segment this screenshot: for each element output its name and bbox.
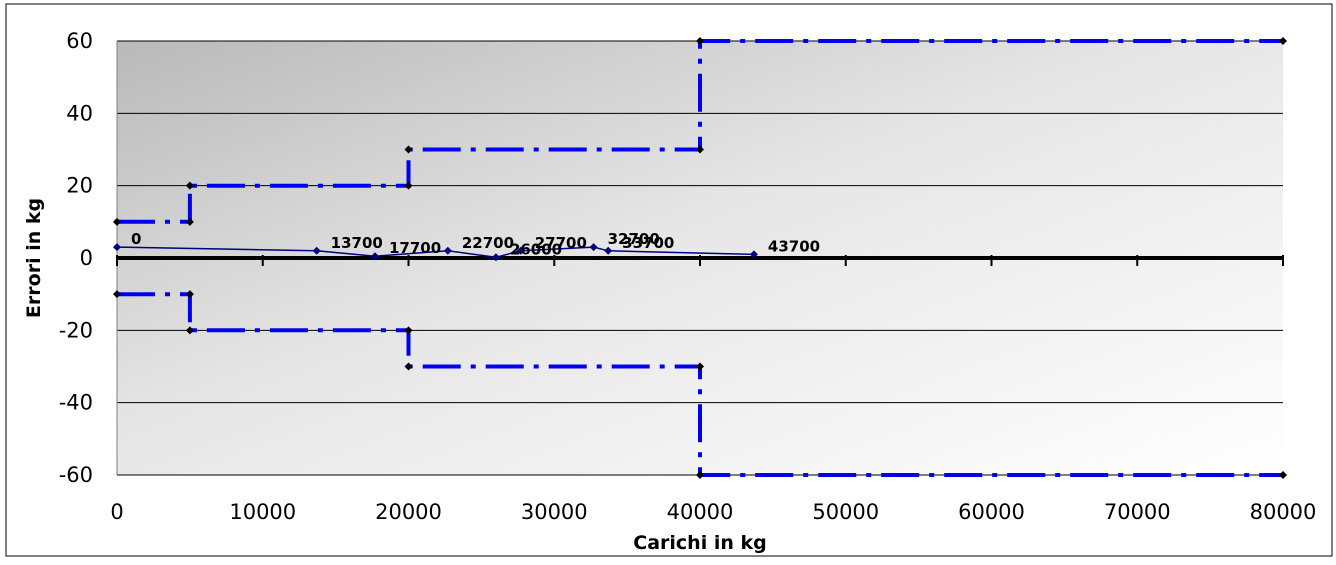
point-label: 0 — [131, 230, 141, 248]
data-point — [404, 326, 413, 335]
x-tick-label: 40000 — [667, 500, 734, 524]
data-point — [516, 246, 525, 255]
data-point — [696, 145, 704, 154]
data-point — [370, 252, 379, 261]
y-tick-label: -40 — [59, 391, 93, 415]
point-label: 26000 — [510, 240, 562, 258]
data-point — [185, 326, 194, 335]
point-label: 33700 — [622, 234, 674, 252]
data-point — [491, 253, 500, 262]
data-point — [185, 290, 194, 299]
data-point — [113, 290, 121, 299]
data-point — [604, 246, 613, 255]
y-axis-title: Errori in kg — [23, 198, 45, 318]
data-point — [589, 243, 598, 252]
data-point — [185, 217, 194, 226]
data-point — [696, 37, 704, 45]
data-point — [1279, 37, 1287, 45]
data-point — [185, 181, 194, 190]
data-point — [404, 145, 413, 154]
x-axis-title: Carichi in kg — [633, 532, 766, 554]
y-tick-label: 40 — [66, 101, 93, 125]
point-label: 22700 — [462, 234, 514, 252]
point-label: 43700 — [768, 237, 820, 255]
x-tick-label: 0 — [110, 500, 123, 524]
x-tick-label: 80000 — [1250, 500, 1317, 524]
point-label: 32700 — [608, 230, 660, 248]
point-label: 27700 — [535, 234, 587, 252]
data-point — [312, 246, 321, 255]
x-tick-label: 20000 — [375, 500, 442, 524]
x-tick-label: 70000 — [1104, 500, 1171, 524]
y-tick-label: -60 — [59, 463, 93, 487]
data-point — [113, 243, 121, 252]
x-tick-label: 60000 — [958, 500, 1025, 524]
axis-layer: 60 40 20 0 -20 -40 -60 0 10000 20000 30000 40000 500… — [59, 29, 1317, 524]
y-tick-label: 0 — [80, 246, 93, 270]
data-point — [1279, 471, 1287, 479]
series-line-1 — [117, 292, 1283, 477]
data-point — [749, 250, 758, 259]
x-tick-label: 10000 — [229, 500, 296, 524]
data-point — [696, 471, 704, 479]
point-label: 17700 — [389, 239, 441, 257]
data-point — [113, 217, 121, 226]
y-tick-label: 60 — [66, 29, 93, 53]
data-point — [404, 362, 413, 371]
data-point — [696, 362, 704, 371]
data-point — [404, 181, 413, 190]
point-label: 13700 — [331, 234, 383, 252]
y-tick-label: 20 — [66, 174, 93, 198]
y-tick-label: -20 — [59, 318, 93, 342]
data-point — [443, 246, 452, 255]
x-tick-label: 50000 — [812, 500, 879, 524]
marker-layer — [113, 37, 1287, 479]
x-tick-label: 30000 — [521, 500, 588, 524]
series-line-0 — [117, 39, 1283, 224]
